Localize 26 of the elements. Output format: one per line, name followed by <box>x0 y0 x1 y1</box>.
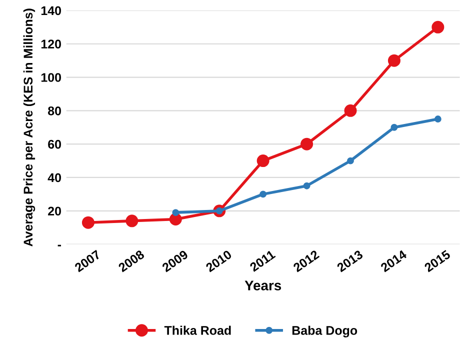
point <box>347 157 354 164</box>
point <box>172 209 180 216</box>
point <box>434 116 442 123</box>
y-tick-label: 80 <box>48 106 61 116</box>
legend-label: Baba Dogo <box>292 326 358 338</box>
y-tick-label: 120 <box>41 40 61 49</box>
point <box>344 104 357 117</box>
y-tick-label: 40 <box>48 173 61 182</box>
point <box>256 154 270 168</box>
y-tick-label: 20 <box>48 206 61 216</box>
y-tick-label: 60 <box>48 140 61 149</box>
point <box>303 182 310 190</box>
point <box>300 138 314 150</box>
y-tick-label: - <box>58 244 61 246</box>
x-axis-title: Years <box>244 280 282 290</box>
point <box>390 124 398 131</box>
point <box>432 20 444 34</box>
point <box>82 216 94 229</box>
point <box>260 190 267 198</box>
y-axis-title: Average Price per Acre (KES in Millions) <box>23 8 36 246</box>
y-tick-label: 140 <box>41 6 61 16</box>
x-tick-label: 2011 <box>249 250 276 272</box>
legend-label: Thika Road <box>164 326 231 335</box>
y-tick-label: 100 <box>41 73 61 82</box>
point <box>126 214 138 228</box>
point <box>388 54 400 67</box>
